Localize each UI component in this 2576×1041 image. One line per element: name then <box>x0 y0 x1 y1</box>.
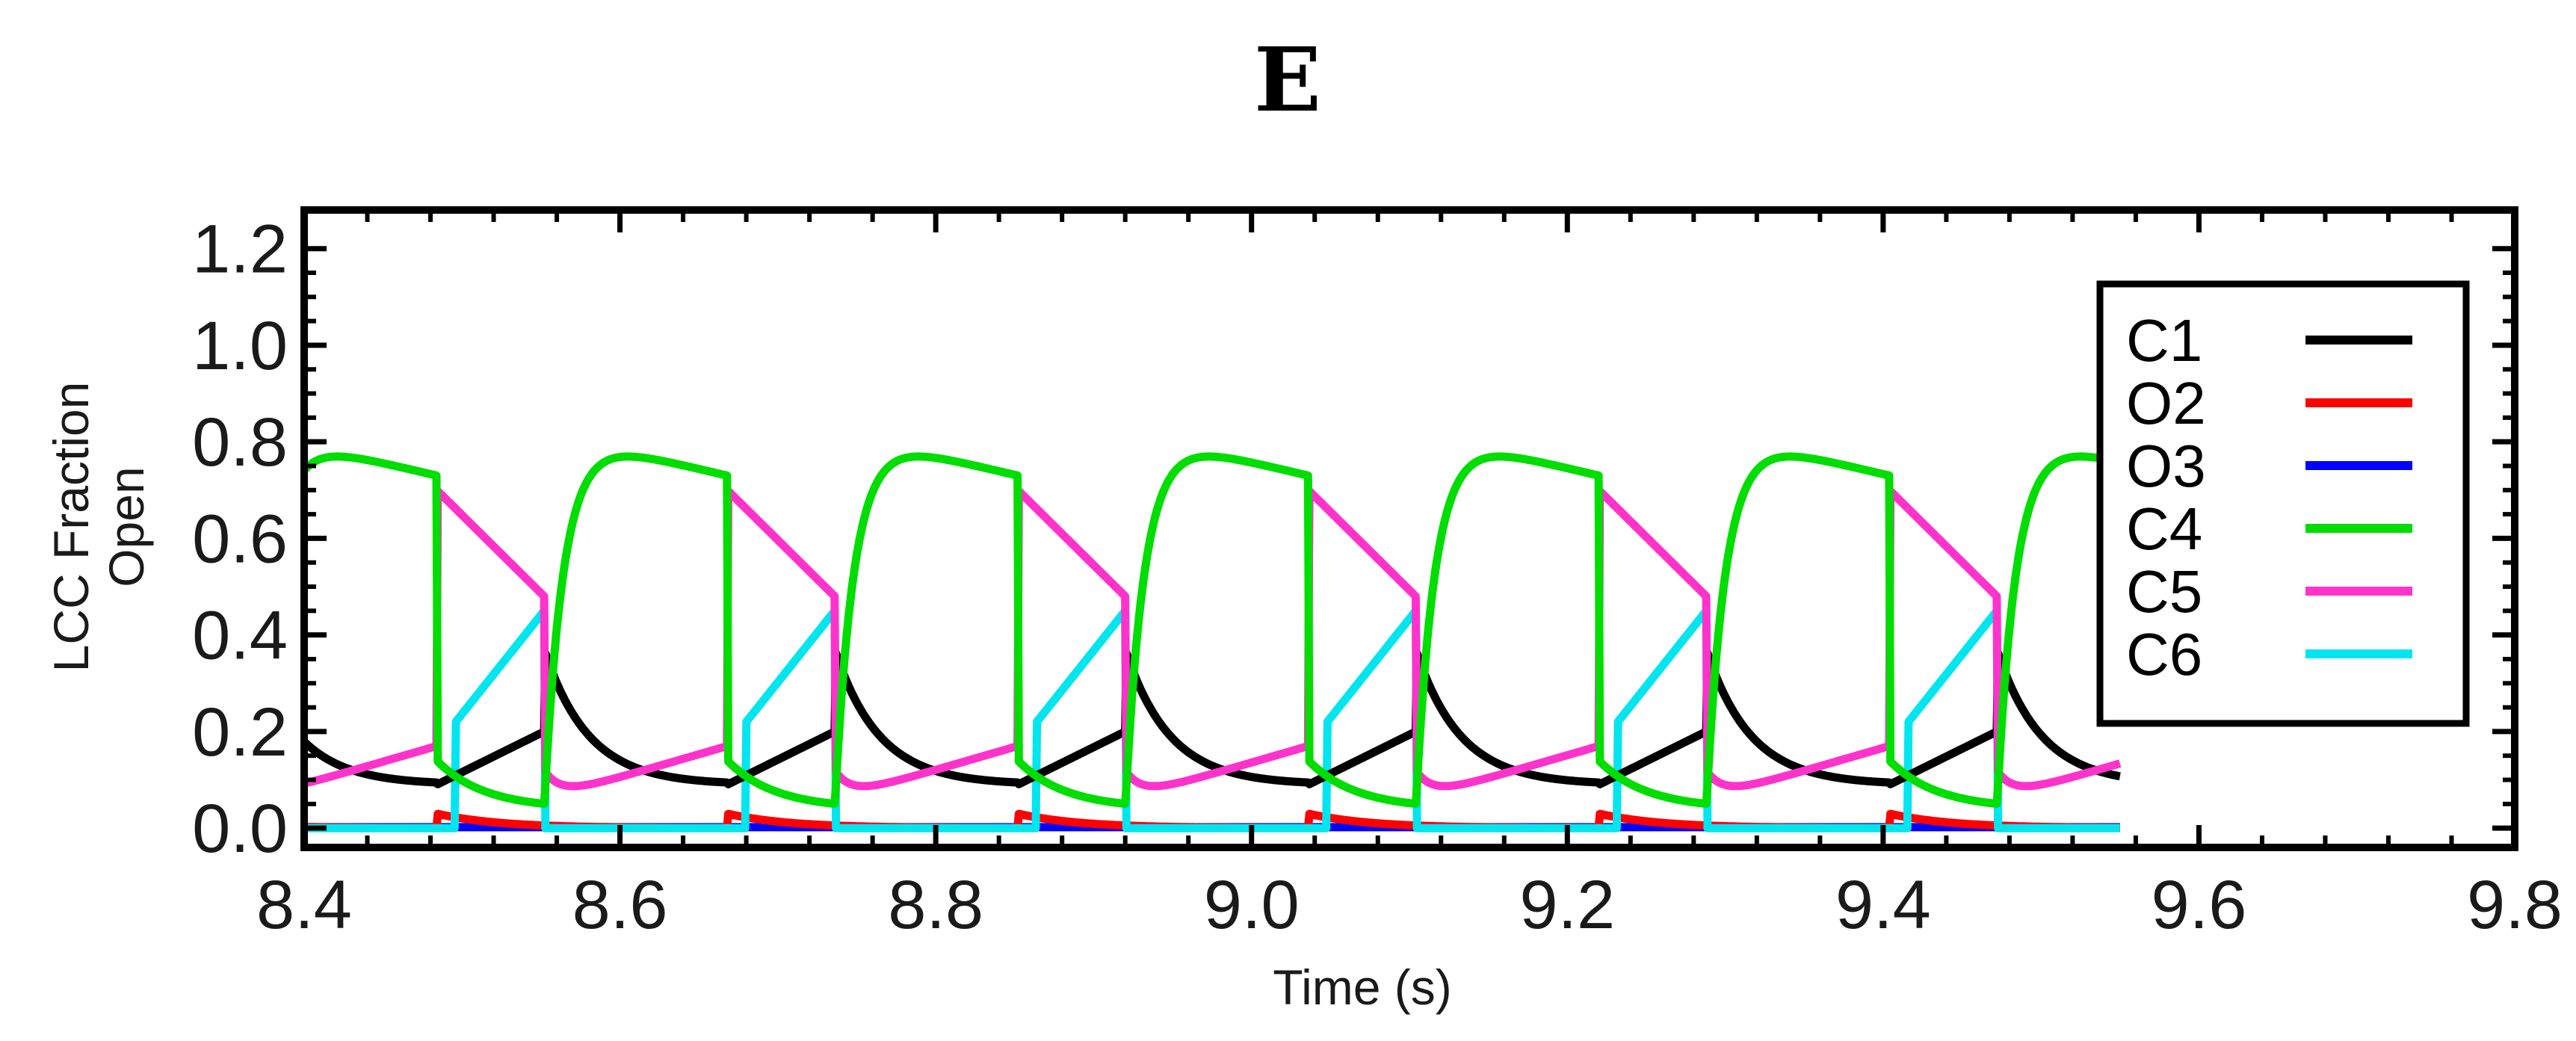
x-tick-label: 9.4 <box>1835 867 1931 943</box>
series-line-c6 <box>301 607 2123 833</box>
x-tick-label: 9.8 <box>2467 867 2563 943</box>
x-tick-label: 8.6 <box>572 867 668 943</box>
plot-frame <box>300 206 2518 851</box>
legend-label-o3: O3 <box>2126 433 2206 499</box>
y-tick-labels: 0.0 0.2 0.4 0.6 0.8 1.0 1.2 <box>192 211 288 867</box>
x-tick-label: 9.0 <box>1204 867 1300 943</box>
y-tick-label: 0.6 <box>192 501 288 577</box>
series-line-c4 <box>300 452 2123 809</box>
y-axis-title: LCC Fraction Open <box>43 382 154 673</box>
y-tick-label: 1.2 <box>192 211 288 288</box>
legend-label-c1: C1 <box>2126 307 2202 374</box>
series-line-c1 <box>301 649 2123 788</box>
y-tick-label: 1.0 <box>192 308 288 384</box>
y-axis-title-line-1: LCC Fraction <box>43 382 99 673</box>
x-tick-label: 9.6 <box>2151 867 2246 943</box>
y-tick-label: 0.4 <box>192 598 288 674</box>
legend-label-o2: O2 <box>2126 370 2206 436</box>
plot-series-group <box>300 452 2123 833</box>
legend-label-c4: C4 <box>2126 495 2202 562</box>
legend-label-c5: C5 <box>2126 558 2202 625</box>
series-line-c5 <box>301 486 2123 791</box>
panel-label: E <box>1254 28 1321 132</box>
x-tick-labels: 8.4 8.6 8.8 9.0 9.2 9.4 9.6 9.8 <box>256 867 2563 943</box>
y-tick-label: 0.0 <box>192 791 288 867</box>
x-tick-label: 8.4 <box>256 867 352 943</box>
legend-label-c6: C6 <box>2126 621 2202 688</box>
y-tick-label: 0.8 <box>192 404 288 481</box>
x-axis-title: Time (s) <box>1273 960 1452 1015</box>
x-tick-label: 9.2 <box>1519 867 1615 943</box>
y-axis-title-line-2: Open <box>99 466 154 587</box>
y-tick-label: 0.2 <box>192 694 288 770</box>
axis-ticks <box>301 210 2518 847</box>
x-tick-label: 8.8 <box>888 867 983 943</box>
